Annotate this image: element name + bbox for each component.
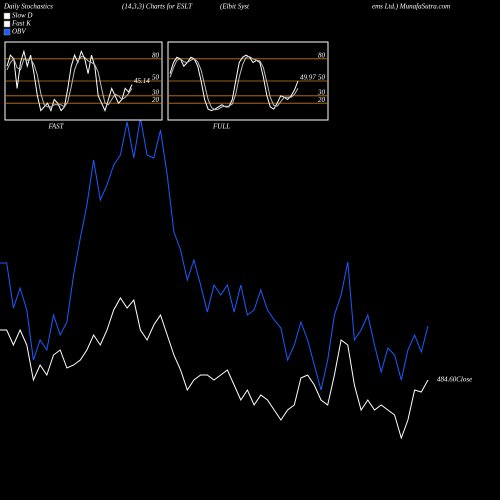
- end-value-label: 45.14: [134, 77, 150, 85]
- legend-swatch: [3, 12, 11, 20]
- close-label: 484.60Close: [437, 376, 472, 384]
- legend-swatch: [3, 20, 11, 28]
- y-tick-label: 20: [318, 96, 326, 104]
- y-tick-label: 80: [318, 51, 326, 59]
- series-line: [0, 297, 429, 440]
- y-tick-label: 30: [151, 88, 160, 96]
- y-tick-label: 50: [318, 74, 326, 82]
- y-tick-label: 50: [152, 74, 160, 82]
- header-text: Daily Stochastics: [3, 3, 53, 11]
- panel-label: FAST: [48, 123, 65, 131]
- series-line: [0, 117, 429, 391]
- y-tick-label: 80: [152, 51, 160, 59]
- y-tick-label: 20: [152, 96, 160, 104]
- series-line: [169, 56, 299, 111]
- header-text: ems Ltd.) MunafaSutra.com: [372, 3, 450, 11]
- end-value-label: 49.97: [300, 74, 316, 82]
- legend-label: OBV: [12, 28, 26, 36]
- legend-label: Slow D: [12, 12, 32, 20]
- series-line: [6, 49, 133, 113]
- legend-swatch: [3, 28, 11, 36]
- header-text: (14,3,3) Charts for ESLT: [122, 3, 193, 11]
- legend-label: Fast K: [11, 20, 31, 28]
- series-line: [6, 56, 133, 108]
- y-tick-label: 30: [317, 88, 326, 96]
- header-text: (Elbit Syst: [220, 3, 250, 11]
- panel-label: FULL: [212, 123, 230, 131]
- series-line: [169, 54, 299, 112]
